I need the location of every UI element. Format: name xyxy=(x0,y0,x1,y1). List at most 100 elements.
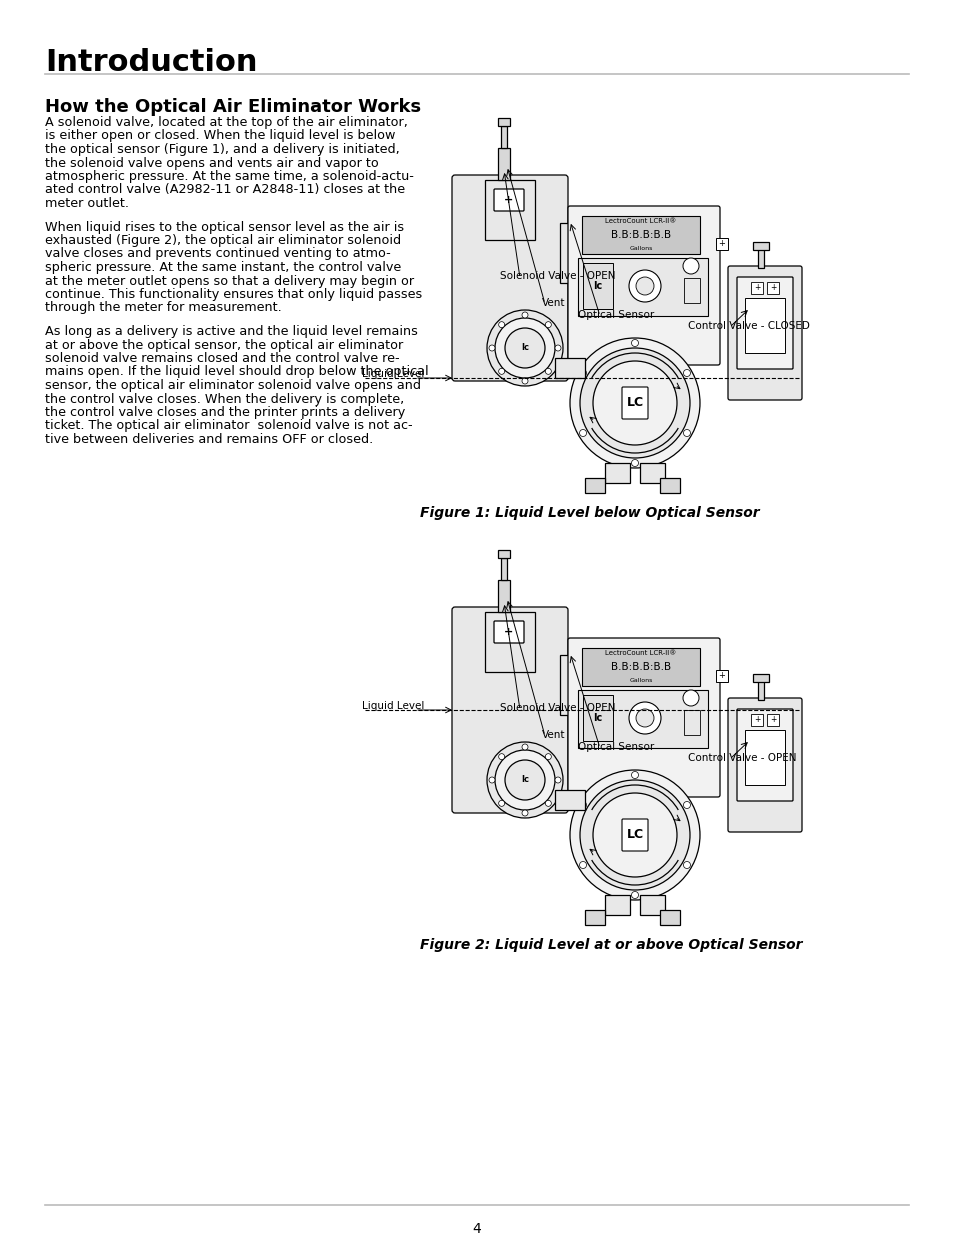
Circle shape xyxy=(631,459,638,467)
FancyBboxPatch shape xyxy=(737,709,792,802)
Bar xyxy=(497,550,510,558)
Bar xyxy=(584,478,604,493)
Text: Control Valve - OPEN: Control Valve - OPEN xyxy=(687,753,796,763)
Text: LC: LC xyxy=(626,829,643,841)
Bar xyxy=(555,790,584,810)
Text: Control Valve - CLOSED: Control Valve - CLOSED xyxy=(687,321,809,331)
Bar xyxy=(752,242,768,249)
Bar xyxy=(582,263,613,309)
Circle shape xyxy=(555,777,560,783)
Text: the solenoid valve opens and vents air and vapor to: the solenoid valve opens and vents air a… xyxy=(45,157,378,169)
Text: LC: LC xyxy=(626,396,643,410)
Text: at or above the optical sensor, the optical air eliminator: at or above the optical sensor, the opti… xyxy=(45,338,403,352)
FancyBboxPatch shape xyxy=(567,638,720,797)
Text: spheric pressure. At the same instant, the control valve: spheric pressure. At the same instant, t… xyxy=(45,261,401,274)
Text: through the meter for measurement.: through the meter for measurement. xyxy=(45,301,281,315)
Text: ticket. The optical air eliminator  solenoid valve is not ac-: ticket. The optical air eliminator solen… xyxy=(45,420,413,432)
Bar xyxy=(578,258,707,316)
Circle shape xyxy=(498,368,504,374)
Bar xyxy=(581,216,700,254)
Circle shape xyxy=(486,310,562,387)
Text: LectroCount LCR-II®: LectroCount LCR-II® xyxy=(604,219,676,224)
Circle shape xyxy=(545,321,551,327)
Text: LectroCount LCR-II®: LectroCount LCR-II® xyxy=(604,650,676,656)
Circle shape xyxy=(521,312,527,317)
Text: solenoid valve remains closed and the control valve re-: solenoid valve remains closed and the co… xyxy=(45,352,399,366)
Text: at the meter outlet opens so that a delivery may begin or: at the meter outlet opens so that a deli… xyxy=(45,274,414,288)
Circle shape xyxy=(631,772,638,778)
Circle shape xyxy=(682,369,690,377)
Text: lc: lc xyxy=(593,282,602,291)
Bar xyxy=(484,180,535,240)
Text: Solenoid Valve - OPEN: Solenoid Valve - OPEN xyxy=(499,703,615,713)
Circle shape xyxy=(495,750,555,810)
Circle shape xyxy=(498,321,504,327)
FancyBboxPatch shape xyxy=(737,277,792,369)
Circle shape xyxy=(578,430,586,436)
Text: Gallons: Gallons xyxy=(629,246,652,251)
Bar xyxy=(555,358,584,378)
Circle shape xyxy=(504,760,544,800)
Bar xyxy=(716,238,727,249)
Text: sensor, the optical air eliminator solenoid valve opens and: sensor, the optical air eliminator solen… xyxy=(45,379,420,391)
Circle shape xyxy=(631,892,638,899)
Circle shape xyxy=(628,270,660,303)
Text: mains open. If the liquid level should drop below the optical: mains open. If the liquid level should d… xyxy=(45,366,428,378)
Circle shape xyxy=(579,781,689,890)
Bar xyxy=(683,710,700,735)
Text: +: + xyxy=(753,715,760,725)
Text: the control valve closes. When the delivery is complete,: the control valve closes. When the deliv… xyxy=(45,393,404,405)
Bar xyxy=(582,695,613,741)
Bar xyxy=(500,126,506,148)
Text: Figure 1: Liquid Level below Optical Sensor: Figure 1: Liquid Level below Optical Sen… xyxy=(419,506,759,520)
Text: B.B:B.B:B.B: B.B:B.B:B.B xyxy=(610,662,670,672)
Circle shape xyxy=(486,742,562,818)
FancyBboxPatch shape xyxy=(494,621,523,643)
Text: Solenoid Valve - OPEN: Solenoid Valve - OPEN xyxy=(499,270,615,282)
Text: Vent: Vent xyxy=(541,298,565,308)
Text: the optical sensor (Figure 1), and a delivery is initiated,: the optical sensor (Figure 1), and a del… xyxy=(45,143,399,156)
Text: Liquid Level: Liquid Level xyxy=(361,369,424,379)
Circle shape xyxy=(636,709,654,727)
Circle shape xyxy=(569,338,700,468)
Circle shape xyxy=(682,258,699,274)
Bar xyxy=(659,478,679,493)
Circle shape xyxy=(569,769,700,900)
Bar xyxy=(581,648,700,685)
Text: continue. This functionality ensures that only liquid passes: continue. This functionality ensures tha… xyxy=(45,288,422,301)
Bar xyxy=(752,674,768,682)
Text: A solenoid valve, located at the top of the air eliminator,: A solenoid valve, located at the top of … xyxy=(45,116,408,128)
Text: +: + xyxy=(769,715,776,725)
FancyBboxPatch shape xyxy=(621,387,647,419)
FancyBboxPatch shape xyxy=(494,189,523,211)
Bar xyxy=(683,278,700,303)
Bar xyxy=(758,248,763,268)
Circle shape xyxy=(489,777,495,783)
Text: B.B:B.B:B.B: B.B:B.B:B.B xyxy=(610,230,670,240)
Circle shape xyxy=(578,862,586,868)
FancyBboxPatch shape xyxy=(727,266,801,400)
Bar xyxy=(750,714,762,726)
Text: lc: lc xyxy=(593,713,602,722)
Circle shape xyxy=(682,862,690,868)
Circle shape xyxy=(545,800,551,806)
Text: exhausted (Figure 2), the optical air eliminator solenoid: exhausted (Figure 2), the optical air el… xyxy=(45,233,400,247)
Bar xyxy=(604,895,629,915)
Bar xyxy=(639,895,664,915)
Circle shape xyxy=(682,690,699,706)
Bar xyxy=(497,119,510,126)
Bar xyxy=(484,613,535,672)
FancyBboxPatch shape xyxy=(452,606,567,813)
Bar xyxy=(744,730,784,785)
Circle shape xyxy=(498,753,504,760)
Circle shape xyxy=(579,348,689,458)
Text: +: + xyxy=(504,195,513,205)
FancyBboxPatch shape xyxy=(567,206,720,366)
Text: +: + xyxy=(718,240,724,248)
Bar xyxy=(766,714,779,726)
FancyBboxPatch shape xyxy=(727,698,801,832)
Text: Figure 2: Liquid Level at or above Optical Sensor: Figure 2: Liquid Level at or above Optic… xyxy=(419,939,801,952)
Circle shape xyxy=(628,701,660,734)
Text: Vent: Vent xyxy=(541,730,565,740)
FancyBboxPatch shape xyxy=(621,819,647,851)
